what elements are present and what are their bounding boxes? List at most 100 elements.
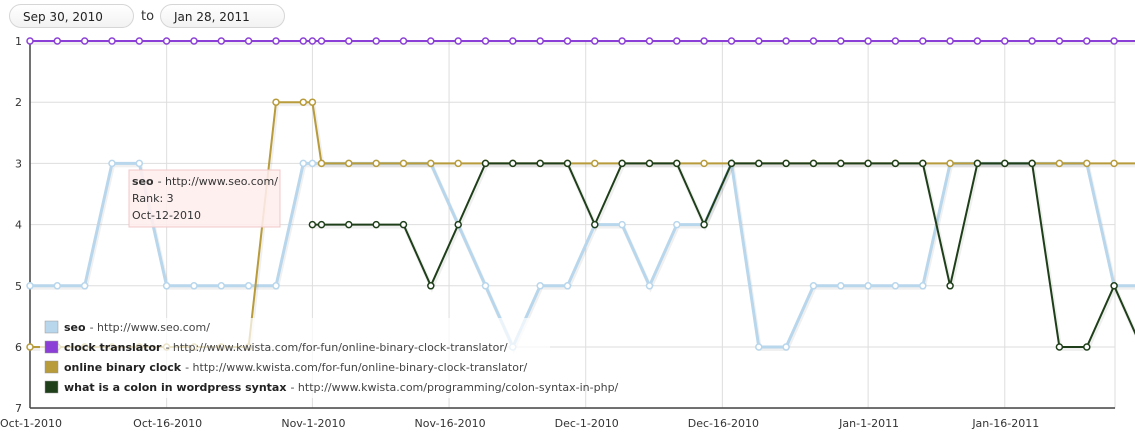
data-point[interactable]	[372, 159, 380, 168]
data-point[interactable]	[399, 159, 408, 168]
data-point[interactable]	[135, 159, 144, 168]
data-point[interactable]	[26, 343, 34, 351]
data-point[interactable]	[973, 159, 982, 168]
data-point[interactable]	[108, 37, 116, 45]
data-point[interactable]	[308, 98, 317, 106]
data-point[interactable]	[1110, 282, 1118, 290]
data-point[interactable]	[755, 37, 763, 45]
data-point[interactable]	[317, 159, 326, 168]
data-point[interactable]	[563, 282, 572, 290]
data-point[interactable]	[919, 282, 927, 290]
legend-item[interactable]: online binary clock - http://www.kwista.c…	[44, 360, 527, 374]
data-point[interactable]	[299, 98, 308, 106]
data-point[interactable]	[645, 282, 654, 290]
data-point[interactable]	[1055, 159, 1064, 168]
data-point[interactable]	[1028, 37, 1036, 45]
data-point[interactable]	[591, 159, 599, 168]
data-point[interactable]	[973, 37, 982, 45]
data-point[interactable]	[399, 220, 408, 229]
data-point[interactable]	[563, 37, 572, 45]
data-point[interactable]	[673, 159, 681, 168]
data-point[interactable]	[1083, 159, 1091, 168]
data-point[interactable]	[755, 343, 763, 351]
data-point[interactable]	[891, 159, 900, 168]
data-point[interactable]	[1110, 159, 1118, 168]
data-point[interactable]	[481, 282, 490, 290]
data-point[interactable]	[399, 37, 408, 45]
data-point[interactable]	[299, 159, 308, 168]
data-point[interactable]	[809, 282, 818, 290]
data-point[interactable]	[1001, 159, 1009, 168]
data-point[interactable]	[427, 159, 435, 168]
data-point[interactable]	[700, 220, 708, 229]
data-point[interactable]	[782, 159, 790, 168]
data-point[interactable]	[244, 282, 253, 290]
data-point[interactable]	[108, 159, 116, 168]
data-point[interactable]	[809, 37, 818, 45]
data-point[interactable]	[317, 220, 326, 229]
data-point[interactable]	[272, 37, 280, 45]
data-point[interactable]	[645, 159, 654, 168]
data-point[interactable]	[217, 37, 226, 45]
data-point[interactable]	[673, 37, 681, 45]
data-point[interactable]	[299, 37, 308, 45]
data-point[interactable]	[700, 159, 708, 168]
data-point[interactable]	[591, 220, 599, 229]
data-point[interactable]	[1110, 37, 1118, 45]
data-point[interactable]	[509, 159, 517, 168]
data-point[interactable]	[946, 159, 954, 168]
data-point[interactable]	[837, 159, 845, 168]
data-point[interactable]	[536, 159, 544, 168]
data-point[interactable]	[837, 37, 845, 45]
data-point[interactable]	[481, 159, 490, 168]
data-point[interactable]	[481, 37, 490, 45]
data-point[interactable]	[782, 343, 790, 351]
data-point[interactable]	[427, 37, 435, 45]
data-point[interactable]	[454, 37, 462, 45]
data-point[interactable]	[217, 282, 226, 290]
data-point[interactable]	[536, 282, 544, 290]
data-point[interactable]	[80, 282, 89, 290]
data-point[interactable]	[345, 37, 353, 45]
data-point[interactable]	[864, 37, 872, 45]
data-point[interactable]	[345, 159, 353, 168]
data-point[interactable]	[919, 159, 927, 168]
data-point[interactable]	[837, 282, 845, 290]
data-point[interactable]	[536, 37, 544, 45]
data-point[interactable]	[673, 220, 681, 229]
data-point[interactable]	[809, 159, 818, 168]
data-point[interactable]	[272, 282, 280, 290]
data-point[interactable]	[919, 37, 927, 45]
data-point[interactable]	[591, 37, 599, 45]
data-point[interactable]	[1055, 343, 1064, 351]
data-point[interactable]	[345, 220, 353, 229]
data-point[interactable]	[162, 282, 171, 290]
data-point[interactable]	[454, 220, 462, 229]
data-point[interactable]	[891, 37, 900, 45]
data-point[interactable]	[308, 37, 317, 45]
legend-item[interactable]: clock translator - http://www.kwista.com/…	[44, 340, 508, 354]
data-point[interactable]	[618, 37, 626, 45]
data-point[interactable]	[1083, 343, 1091, 351]
data-point[interactable]	[162, 37, 171, 45]
legend-item[interactable]: what is a colon in wordpress syntax - htt…	[44, 380, 619, 394]
data-point[interactable]	[700, 37, 708, 45]
data-point[interactable]	[1055, 37, 1064, 45]
data-point[interactable]	[946, 282, 954, 290]
data-point[interactable]	[26, 37, 34, 45]
data-point[interactable]	[454, 159, 462, 168]
data-point[interactable]	[755, 159, 763, 168]
data-point[interactable]	[372, 220, 380, 229]
legend-item[interactable]: seo - http://www.seo.com/	[44, 320, 210, 334]
data-point[interactable]	[190, 282, 198, 290]
data-point[interactable]	[618, 220, 626, 229]
data-point[interactable]	[727, 37, 736, 45]
data-point[interactable]	[26, 282, 34, 290]
data-point[interactable]	[1028, 159, 1036, 168]
data-point[interactable]	[317, 37, 326, 45]
data-point[interactable]	[308, 220, 317, 229]
data-point[interactable]	[782, 37, 790, 45]
data-point[interactable]	[372, 37, 380, 45]
data-point[interactable]	[645, 37, 654, 45]
data-point[interactable]	[1083, 37, 1091, 45]
